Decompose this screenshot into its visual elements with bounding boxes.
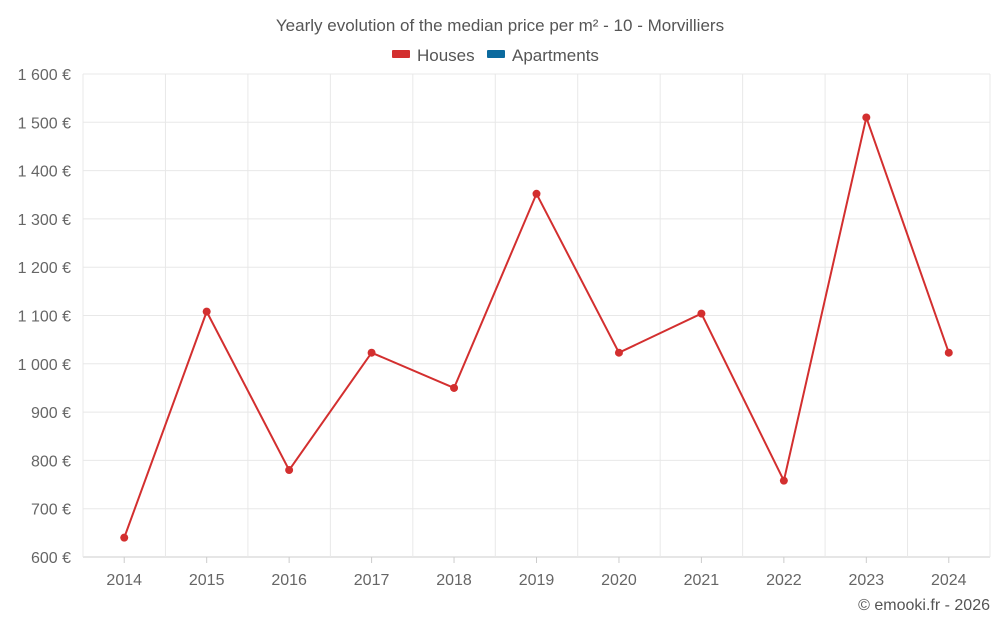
legend-swatch-houses (392, 50, 410, 58)
legend: Houses Apartments (392, 46, 599, 65)
y-tick-label: 1 600 € (18, 67, 71, 84)
x-tick-label: 2017 (354, 572, 390, 589)
y-tick-label: 1 500 € (18, 115, 71, 132)
x-tick-label: 2021 (684, 572, 720, 589)
y-tick-label: 1 000 € (18, 357, 71, 374)
x-tick-label: 2016 (271, 572, 307, 589)
x-tick-label: 2022 (766, 572, 802, 589)
data-point[interactable] (450, 383, 459, 392)
y-tick-label: 700 € (31, 502, 71, 519)
y-tick-label: 900 € (31, 405, 71, 422)
x-tick-label: 2023 (849, 572, 885, 589)
data-point[interactable] (202, 307, 211, 316)
data-point[interactable] (367, 348, 376, 357)
x-tick-label: 2018 (436, 572, 472, 589)
y-tick-label: 600 € (31, 550, 71, 567)
credit: © emooki.fr - 2026 (858, 597, 990, 614)
y-tick-label: 1 400 € (18, 164, 71, 181)
gridlines (82, 73, 991, 558)
data-point[interactable] (285, 466, 294, 475)
data-point[interactable] (614, 348, 623, 357)
chart-title: Yearly evolution of the median price per… (276, 16, 724, 35)
series-houses (120, 113, 953, 542)
x-axis: 2014 2015 2016 2017 2018 2019 2020 2021 2022 2023… (106, 557, 967, 589)
legend-item-apartments[interactable]: Apartments (512, 46, 599, 65)
y-tick-label: 1 300 € (18, 212, 71, 229)
x-tick-label: 2024 (931, 572, 967, 589)
data-point[interactable] (120, 533, 129, 542)
data-point[interactable] (862, 113, 871, 122)
legend-item-houses[interactable]: Houses (417, 46, 475, 65)
y-tick-label: 1 200 € (18, 260, 71, 277)
x-tick-label: 2020 (601, 572, 637, 589)
y-tick-label: 1 100 € (18, 309, 71, 326)
y-axis: 600 € 700 € 800 € 900 € 1 000 € 1 100 € 1 200 … (18, 67, 71, 567)
x-tick-label: 2015 (189, 572, 225, 589)
legend-swatch-apartments (487, 50, 505, 58)
data-point[interactable] (779, 476, 788, 485)
x-tick-label: 2014 (106, 572, 142, 589)
data-point[interactable] (944, 348, 953, 357)
x-tick-label: 2019 (519, 572, 555, 589)
data-point[interactable] (697, 309, 706, 318)
data-point[interactable] (532, 189, 541, 198)
y-tick-label: 800 € (31, 453, 71, 470)
